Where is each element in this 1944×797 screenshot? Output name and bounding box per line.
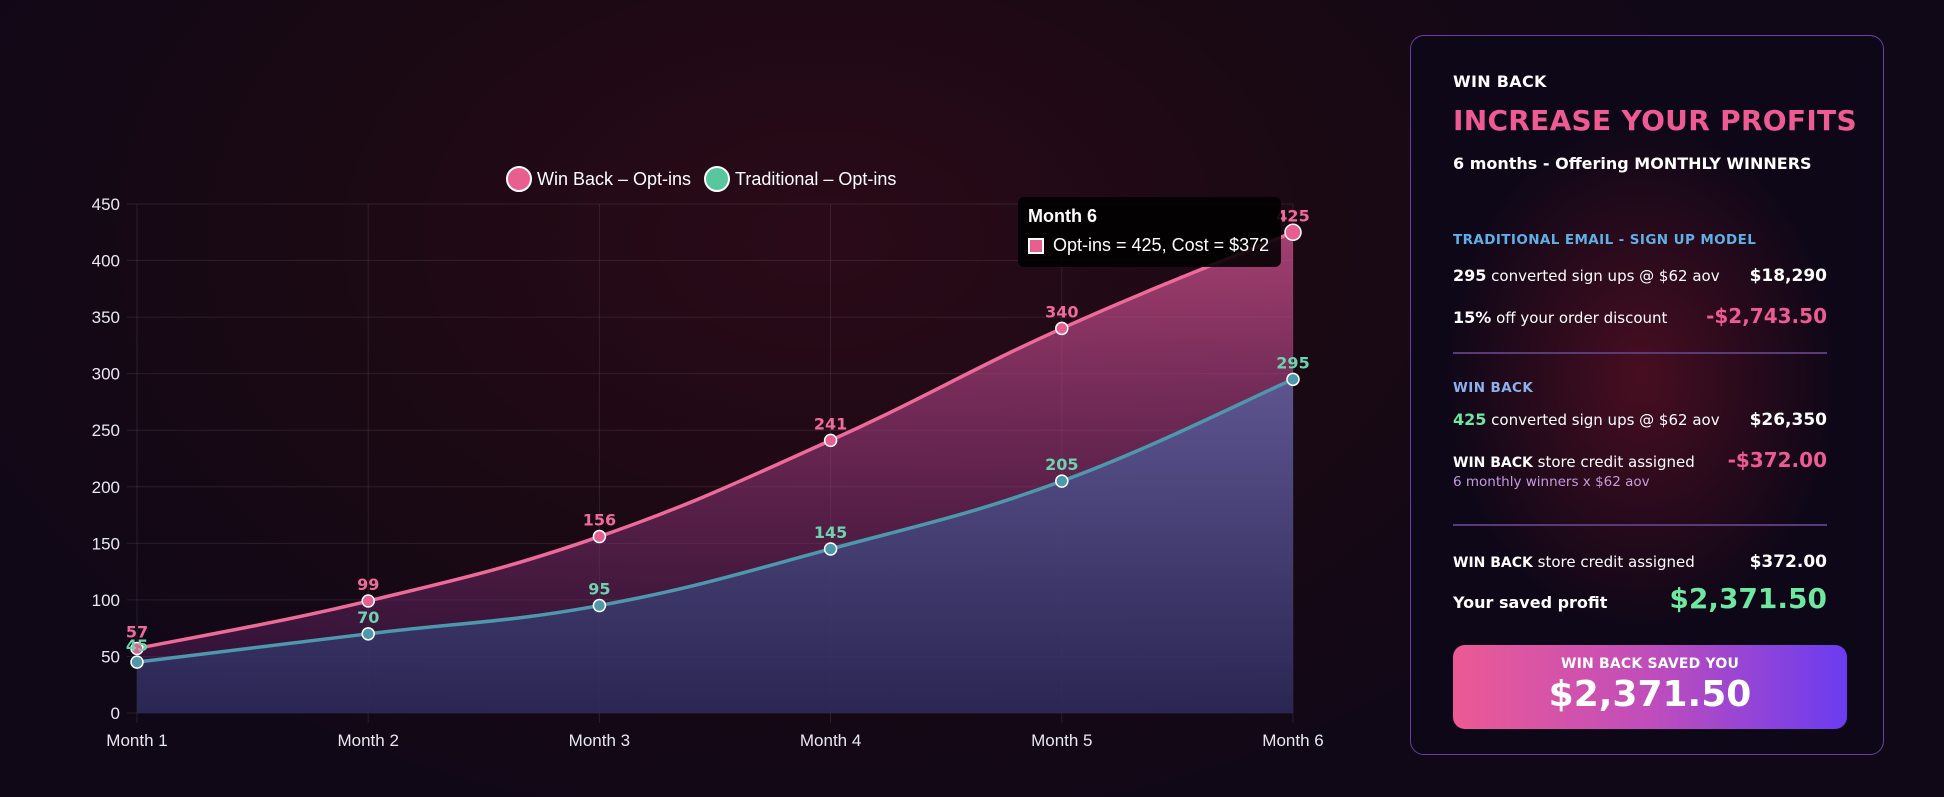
winback-heading: WIN BACK <box>1453 380 1534 396</box>
winback-credit-value: -$372.00 <box>1727 448 1827 472</box>
summary-row-credit: WIN BACK store credit assigned $372.00 <box>1453 552 1827 572</box>
x-tick-label: Month 1 <box>106 731 167 750</box>
x-tick-label: Month 4 <box>800 731 861 750</box>
data-label-traditional: 45 <box>126 636 148 655</box>
legend-label[interactable]: Traditional – Opt-ins <box>735 169 896 189</box>
traditional-signups-value: $18,290 <box>1749 266 1827 286</box>
data-label-traditional: 295 <box>1276 353 1309 372</box>
traditional-heading: TRADITIONAL EMAIL - SIGN UP MODEL <box>1453 232 1757 248</box>
point-winback[interactable] <box>592 529 607 544</box>
data-label-winback: 340 <box>1045 302 1078 321</box>
point-traditional[interactable] <box>592 598 607 613</box>
area-fills <box>137 232 1293 713</box>
winback-count: 425 <box>1453 410 1487 429</box>
opt-ins-line-chart: 57 99 156 241 340 425 45 70 95 145 205 295 0 50 100 15… <box>92 166 1324 750</box>
saved-you-button[interactable]: WIN BACK SAVED YOU $2,371.50 <box>1453 645 1847 729</box>
data-label-winback: 99 <box>357 575 379 594</box>
point-winback[interactable] <box>361 594 375 608</box>
line-traditional <box>136 377 1294 664</box>
y-tick-label: 450 <box>92 195 120 214</box>
data-label-winback: 241 <box>814 414 847 433</box>
x-tick-label: Month 2 <box>337 731 398 750</box>
tooltip-title: Month 6 <box>1028 206 1097 226</box>
winback-signups-value: $26,350 <box>1749 410 1827 430</box>
discount-percent: 15% <box>1453 308 1492 327</box>
winback-signups-text: converted sign ups @ $62 aov <box>1486 411 1720 429</box>
summary-credit-label: WIN BACK <box>1453 555 1533 571</box>
cta-label: WIN BACK SAVED YOU <box>1560 656 1740 672</box>
series-lines <box>136 230 1294 664</box>
legend-swatch[interactable] <box>506 166 532 192</box>
winback-credit-label: WIN BACK <box>1453 455 1533 471</box>
data-label-traditional: 145 <box>814 523 847 542</box>
legend-label[interactable]: Win Back – Opt-ins <box>537 169 691 189</box>
traditional-row-signups: 295 converted sign ups @ $62 aov $18,290 <box>1453 266 1827 286</box>
panel-title: INCREASE YOUR PROFITS <box>1453 104 1857 137</box>
point-traditional[interactable] <box>1286 372 1300 387</box>
profit-summary-panel: WIN BACK INCREASE YOUR PROFITS 6 months … <box>1410 35 1884 755</box>
divider <box>1453 524 1827 526</box>
data-label-traditional: 95 <box>588 580 610 599</box>
line-winback <box>136 230 1294 651</box>
tooltip-row: Opt-ins = 425, Cost = $372 <box>1028 235 1271 256</box>
area-traditional <box>137 379 1293 713</box>
panel-subtitle: 6 months - Offering MONTHLY WINNERS <box>1453 154 1812 173</box>
summary-credit-value: $372.00 <box>1749 552 1827 572</box>
y-tick-label: 0 <box>111 704 120 723</box>
winback-note: 6 monthly winners x $62 aov <box>1453 474 1650 490</box>
panel-kicker: WIN BACK <box>1453 72 1547 91</box>
y-tick-label: 300 <box>92 365 120 384</box>
data-labels: 57 99 156 241 340 425 45 70 95 145 205 295 <box>126 206 1310 655</box>
summary-row-saved: Your saved profit $2,371.50 <box>1453 582 1827 615</box>
y-tick-label: 400 <box>92 252 120 271</box>
summary-credit-text: store credit assigned <box>1532 553 1695 571</box>
divider <box>1453 352 1827 354</box>
traditional-row-discount: 15% off your order discount -$2,743.50 <box>1453 304 1827 328</box>
point-traditional[interactable] <box>1055 474 1069 488</box>
traditional-count: 295 <box>1453 266 1487 285</box>
point-traditional[interactable] <box>130 655 144 669</box>
y-tick-label: 200 <box>92 478 120 497</box>
data-label-winback: 57 <box>126 623 148 642</box>
saved-profit-label: Your saved profit <box>1453 593 1608 612</box>
tooltip-swatch <box>1028 237 1044 254</box>
winback-row-credit: WIN BACK store credit assigned -$372.00 <box>1453 448 1827 472</box>
winback-row-signups: 425 converted sign ups @ $62 aov $26,350 <box>1453 410 1827 430</box>
point-winback[interactable] <box>823 433 838 448</box>
point-winback[interactable] <box>1284 223 1302 242</box>
data-label-winback: 156 <box>583 511 616 530</box>
point-traditional[interactable] <box>823 542 838 556</box>
discount-text: off your order discount <box>1491 309 1668 327</box>
chart-tooltip: Month 6 Opt-ins = 425, Cost = $372 <box>1018 197 1281 267</box>
legend-swatch[interactable] <box>704 166 730 192</box>
point-traditional[interactable] <box>361 627 375 641</box>
data-label-traditional: 205 <box>1045 455 1078 474</box>
cta-value: $2,371.50 <box>1548 674 1752 715</box>
tooltip-text: Opt-ins = 425, Cost = $372 <box>1053 235 1270 255</box>
winback-credit-text: store credit assigned <box>1532 453 1695 471</box>
data-label-winback: 425 <box>1276 206 1309 225</box>
data-points <box>130 223 1302 669</box>
legend[interactable]: Win Back – Opt-ins Traditional – Opt-ins <box>506 166 896 192</box>
x-tick-label: Month 5 <box>1031 731 1092 750</box>
data-label-traditional: 70 <box>357 608 379 627</box>
x-tick-label: Month 6 <box>1262 731 1323 750</box>
y-tick-label: 100 <box>92 591 120 610</box>
point-winback[interactable] <box>130 641 144 656</box>
y-tick-label: 250 <box>92 421 120 440</box>
traditional-signups-text: converted sign ups @ $62 aov <box>1486 267 1720 285</box>
discount-value: -$2,743.50 <box>1706 304 1827 328</box>
point-winback[interactable] <box>1055 321 1069 336</box>
x-tick-label: Month 3 <box>569 731 630 750</box>
y-tick-label: 50 <box>101 647 120 666</box>
y-tick-label: 150 <box>92 534 120 553</box>
y-tick-label: 350 <box>92 308 120 327</box>
axis-labels: 0 50 100 150 200 250 300 350 400 450 Month 1 Month … <box>92 195 1324 750</box>
saved-profit-value: $2,371.50 <box>1669 582 1827 615</box>
